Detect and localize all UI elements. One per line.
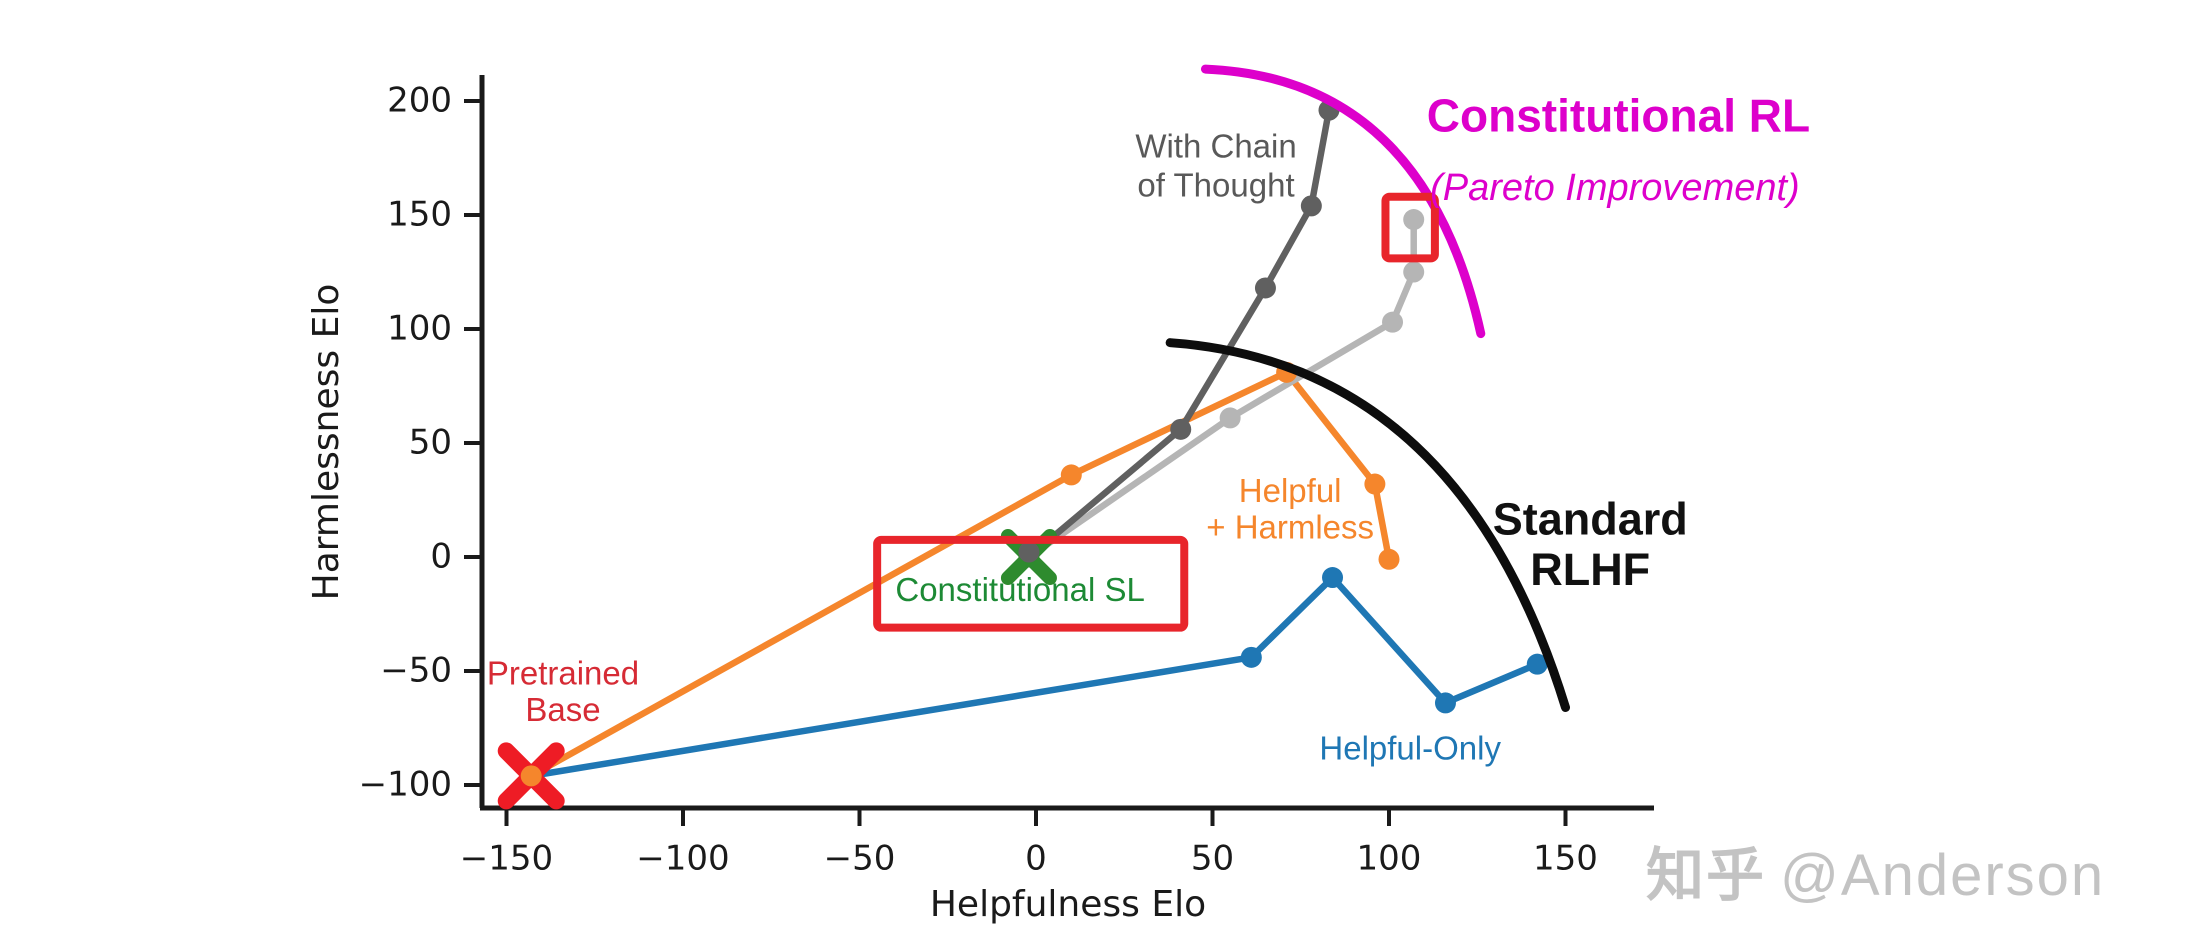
series-dot-3 <box>1254 277 1276 299</box>
series-dot-3 <box>1300 195 1322 217</box>
annotation-constitutional-rl: Constitutional RL <box>1427 89 1810 141</box>
y-tick-label: 50 <box>409 423 452 463</box>
series-dot-2 <box>1403 209 1425 231</box>
series-dot-0 <box>1322 567 1344 589</box>
series-dot-3 <box>1170 418 1192 440</box>
x-tick-label: −100 <box>636 839 729 879</box>
series-dot-0 <box>1434 692 1456 714</box>
series-dot-0 <box>1240 646 1262 668</box>
x-axis-title: Helpfulness Elo <box>930 884 1206 925</box>
annotation-helpful-harmless-line2: + Harmless <box>1206 508 1374 545</box>
series-dot-0 <box>1526 653 1548 675</box>
series-dot-2 <box>1382 311 1404 333</box>
annotation-pretrained-base-line1: Pretrained <box>487 654 639 691</box>
y-tick-label: −100 <box>359 765 452 805</box>
annotation-with-chain-of-thought-line2: of Thought <box>1137 166 1294 203</box>
annotation-pareto-improvement: (Pareto Improvement) <box>1430 167 1800 209</box>
series-dot-2 <box>1219 407 1241 429</box>
y-tick-label: −50 <box>380 651 452 691</box>
x-tick-label: −150 <box>460 839 553 879</box>
annotation-helpful-harmless-line1: Helpful <box>1239 472 1342 509</box>
annotation-pretrained-base-line2: Base <box>525 691 600 728</box>
pretrained-base-marker <box>497 742 565 810</box>
pretrained-base-marker-dot <box>520 765 542 787</box>
x-tick-label: 0 <box>1025 839 1047 879</box>
frontier-arc-0 <box>1165 338 1570 712</box>
annotation-with-chain-of-thought-line1: With Chain <box>1135 128 1296 165</box>
pareto-point-box <box>1381 192 1439 263</box>
annotation-constitutional-sl: Constitutional SL <box>895 571 1144 608</box>
x-tick-label: 150 <box>1533 839 1598 879</box>
series-dot-2 <box>1403 261 1425 283</box>
series-dot-1 <box>1378 548 1400 570</box>
constitutional-sl-marker-dot <box>1018 541 1040 563</box>
watermark-brand: 知乎 <box>1646 843 1767 908</box>
annotation-helpful-only: Helpful-Only <box>1319 730 1501 767</box>
watermark: 知乎 @Anderson <box>1646 828 2105 912</box>
frontier-arc-1 <box>1200 64 1486 339</box>
y-tick-label: 0 <box>430 537 452 577</box>
constitutional-sl-box <box>873 535 1189 632</box>
y-tick-label: 150 <box>387 195 452 235</box>
y-tick-label: 200 <box>387 81 452 121</box>
series-dot-1 <box>1060 464 1082 486</box>
series-dot-1 <box>1364 473 1386 495</box>
y-tick-label: 100 <box>387 309 452 349</box>
annotation-standard-rlhf-line1: Standard <box>1493 494 1688 545</box>
x-tick-label: 50 <box>1191 839 1234 879</box>
annotation-standard-rlhf-line2: RLHF <box>1530 544 1650 595</box>
watermark-handle: @Anderson <box>1780 843 2106 908</box>
x-tick-label: 100 <box>1357 839 1422 879</box>
x-tick-label: −50 <box>824 839 896 879</box>
y-axis-title: Harmlessness Elo <box>306 284 347 601</box>
